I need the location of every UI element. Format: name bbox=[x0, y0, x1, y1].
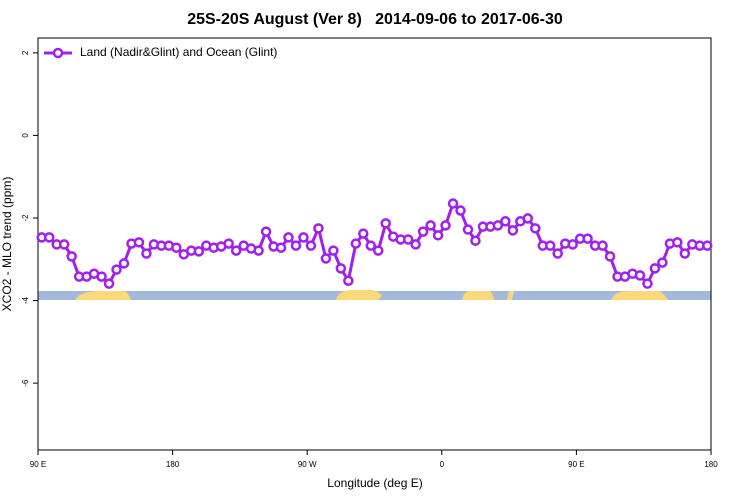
data-point bbox=[672, 237, 683, 248]
data-point bbox=[642, 278, 653, 289]
data-point bbox=[313, 223, 324, 234]
data-point bbox=[343, 275, 354, 286]
data-point bbox=[455, 205, 466, 216]
data-point bbox=[425, 220, 436, 231]
x-tick-label: 90 W bbox=[298, 460, 317, 469]
data-point bbox=[283, 232, 294, 243]
data-point bbox=[380, 218, 391, 229]
x-tick-label: 180 bbox=[166, 460, 180, 469]
chart-title: 25S-20S August (Ver 8) 2014-09-06 to 201… bbox=[187, 11, 563, 28]
data-point bbox=[522, 213, 534, 224]
data-point bbox=[470, 235, 481, 246]
y-tick-label: -4 bbox=[21, 296, 30, 304]
land-ocean-strip bbox=[38, 290, 711, 300]
data-point bbox=[462, 224, 474, 235]
data-point bbox=[410, 239, 421, 250]
data-point bbox=[492, 220, 504, 231]
data-point bbox=[58, 239, 70, 250]
data-point bbox=[402, 234, 414, 245]
data-point bbox=[320, 253, 332, 264]
data-point bbox=[544, 240, 556, 251]
y-tick-label: -2 bbox=[21, 214, 30, 222]
data-point bbox=[657, 257, 668, 268]
data-point bbox=[440, 220, 451, 231]
data-point bbox=[275, 242, 287, 253]
x-tick-label: 180 bbox=[704, 460, 718, 469]
data-point bbox=[66, 251, 77, 262]
x-axis-label: Longitude (deg E) bbox=[327, 476, 422, 490]
data-point bbox=[335, 263, 347, 274]
data-point bbox=[604, 251, 616, 262]
legend-label: Land (Nadir&Glint) and Ocean (Glint) bbox=[80, 45, 277, 59]
y-tick-label: -6 bbox=[21, 379, 30, 387]
data-point bbox=[305, 240, 317, 251]
data-point bbox=[358, 228, 369, 239]
data-point bbox=[118, 258, 130, 269]
data-point bbox=[634, 270, 646, 281]
data-point bbox=[193, 246, 205, 257]
data-point bbox=[530, 223, 541, 234]
data-point bbox=[702, 240, 713, 251]
y-tick-label: 2 bbox=[21, 50, 30, 55]
data-point bbox=[260, 226, 272, 237]
x-tick-label: 0 bbox=[440, 460, 445, 469]
y-tick-label: 0 bbox=[21, 133, 30, 138]
data-point bbox=[417, 226, 429, 237]
data-point bbox=[372, 245, 384, 256]
data-point bbox=[253, 245, 264, 256]
data-point bbox=[597, 240, 608, 251]
data-point bbox=[365, 240, 377, 251]
data-point bbox=[298, 232, 309, 243]
legend-marker bbox=[52, 47, 64, 59]
data-point bbox=[223, 238, 234, 249]
data-point bbox=[679, 248, 691, 259]
data-point bbox=[111, 264, 122, 275]
y-axis-label: XCO2 - MLO trend (ppm) bbox=[0, 177, 14, 312]
data-point bbox=[582, 233, 593, 244]
data-point bbox=[43, 232, 55, 243]
data-point bbox=[350, 238, 362, 249]
x-tick-label: 90 E bbox=[568, 460, 584, 469]
data-point bbox=[432, 230, 444, 241]
data-point bbox=[171, 242, 182, 253]
data-point bbox=[290, 240, 302, 251]
data-point bbox=[133, 237, 145, 248]
x-tick-label: 90 E bbox=[30, 460, 46, 469]
data-point bbox=[141, 248, 152, 259]
data-point bbox=[447, 198, 459, 209]
data-point bbox=[567, 239, 578, 250]
data-point bbox=[230, 245, 242, 256]
data-point bbox=[507, 225, 519, 236]
data-point bbox=[96, 271, 107, 282]
data-point bbox=[500, 216, 511, 227]
data-point bbox=[103, 278, 115, 289]
data-point bbox=[328, 245, 339, 256]
data-point bbox=[552, 248, 563, 259]
data-point bbox=[649, 263, 661, 274]
